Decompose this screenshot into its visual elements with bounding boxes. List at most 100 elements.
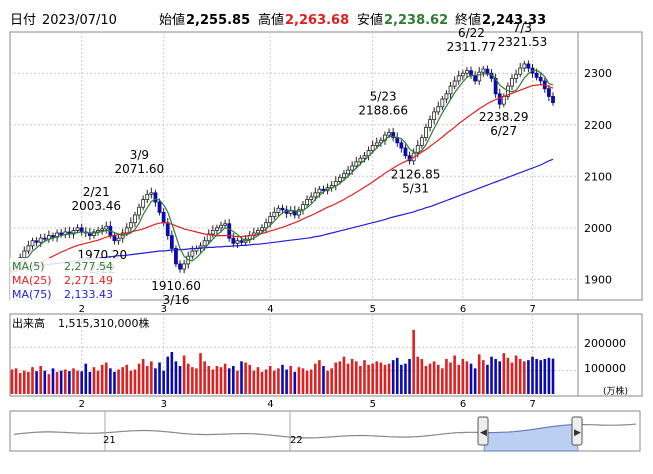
price-annotation: 2238.296/27 bbox=[479, 110, 529, 138]
candle bbox=[452, 76, 457, 90]
volume-bar bbox=[207, 366, 211, 394]
annotation-value: 2188.66 bbox=[358, 104, 408, 118]
volume-bar bbox=[453, 355, 456, 394]
annotation-value: 2071.60 bbox=[115, 162, 165, 176]
volume-bar bbox=[129, 370, 133, 394]
volume-bar bbox=[14, 368, 18, 394]
annotation-value: 2238.29 bbox=[479, 110, 529, 124]
volume-bar bbox=[18, 373, 22, 394]
volume-bar bbox=[68, 371, 71, 394]
candle bbox=[223, 219, 228, 229]
volume-bar bbox=[281, 364, 284, 394]
volume-bar bbox=[432, 361, 436, 394]
candle bbox=[305, 195, 309, 208]
volume-bar bbox=[428, 363, 432, 394]
volume-bar bbox=[47, 374, 51, 394]
volume-bar bbox=[182, 355, 186, 394]
price-tick-label: 2100 bbox=[584, 170, 612, 183]
volume-bar bbox=[547, 357, 551, 394]
ma25-legend-label: MA(25) bbox=[12, 274, 52, 287]
navigator-selected-range[interactable] bbox=[483, 424, 579, 452]
volume-bar bbox=[371, 363, 374, 394]
annotation-value: 1910.60 bbox=[151, 279, 201, 293]
candle bbox=[428, 115, 432, 132]
candle bbox=[169, 230, 174, 254]
volume-bar bbox=[240, 361, 243, 394]
volume-bar bbox=[125, 364, 129, 394]
volume-bar bbox=[277, 368, 280, 394]
candle bbox=[227, 219, 232, 242]
volume-bar bbox=[76, 370, 79, 394]
volume-bar bbox=[170, 352, 174, 394]
volume-value: 1,515,310,000株 bbox=[58, 316, 149, 330]
volume-bar bbox=[498, 361, 502, 394]
volume-month-tick-label: 5 bbox=[370, 399, 376, 410]
annotation-date: 3/9 bbox=[130, 148, 149, 162]
volume-month-tick-label: 3 bbox=[161, 399, 167, 410]
volume-bar bbox=[494, 359, 497, 394]
volume-bar bbox=[162, 370, 165, 394]
candle bbox=[26, 240, 31, 255]
candle bbox=[448, 81, 453, 99]
volume-bar bbox=[346, 363, 350, 394]
volume-bar bbox=[391, 360, 395, 394]
candle bbox=[92, 228, 96, 239]
annotation-date: 6/22 bbox=[458, 26, 485, 40]
volume-bar bbox=[506, 357, 510, 394]
volume-bar bbox=[502, 353, 506, 394]
volume-bar bbox=[154, 368, 157, 394]
low-value: 2,238.62 bbox=[384, 13, 448, 28]
volume-bar bbox=[227, 368, 231, 394]
volume-bar bbox=[191, 367, 194, 394]
volume-bar bbox=[543, 359, 547, 394]
range-navigator[interactable]: 21 22 ◀ ▶ bbox=[9, 410, 641, 452]
month-tick-label: 7 bbox=[530, 304, 536, 315]
volume-bar bbox=[383, 364, 387, 394]
volume-bar bbox=[457, 364, 461, 394]
candle bbox=[133, 211, 137, 227]
candle bbox=[465, 67, 469, 78]
volume-bar bbox=[223, 363, 227, 394]
volume-bar bbox=[289, 366, 292, 394]
price-annotations: 2/212003.463/92071.601970.202/221910.603… bbox=[71, 21, 547, 307]
volume-bar bbox=[268, 366, 272, 394]
volume-bar bbox=[441, 368, 444, 394]
candle bbox=[526, 60, 531, 73]
candle bbox=[100, 224, 105, 235]
candle bbox=[391, 127, 396, 142]
volume-bar bbox=[408, 359, 411, 394]
candle bbox=[128, 217, 133, 232]
navigator-right-handle[interactable] bbox=[571, 416, 583, 446]
moving-average-lines bbox=[11, 69, 554, 273]
volume-bar bbox=[330, 368, 333, 394]
volume-bar bbox=[27, 371, 30, 394]
candle bbox=[518, 62, 523, 78]
volume-axis-panel bbox=[577, 313, 643, 397]
candle bbox=[215, 224, 219, 235]
volume-bar bbox=[338, 361, 342, 394]
volume-bar bbox=[514, 355, 518, 394]
volume-bar bbox=[395, 357, 399, 394]
volume-bar bbox=[166, 356, 170, 394]
volume-bar bbox=[133, 369, 137, 394]
volume-bar bbox=[219, 367, 223, 394]
candle bbox=[354, 156, 359, 170]
volume-bar bbox=[121, 367, 124, 394]
candle bbox=[481, 66, 486, 77]
navigator-label-21: 21 bbox=[103, 435, 116, 446]
volume-bar bbox=[195, 368, 198, 394]
volume-title: 出来高 bbox=[12, 316, 45, 330]
volume-bar bbox=[117, 369, 120, 394]
volume-bar bbox=[141, 359, 145, 394]
ma5-line bbox=[11, 69, 554, 270]
ma5-legend-value: 2,277.54 bbox=[64, 260, 113, 273]
month-tick-label: 6 bbox=[460, 304, 466, 315]
navigator-left-handle[interactable] bbox=[477, 416, 489, 446]
volume-bar bbox=[203, 361, 206, 394]
price-header: 日付 2023/07/10 始値 2,255.85 高値 2,263.68 安値… bbox=[10, 12, 546, 28]
volume-bar bbox=[510, 362, 514, 394]
volume-bar bbox=[350, 359, 354, 394]
volume-bar bbox=[445, 359, 448, 394]
